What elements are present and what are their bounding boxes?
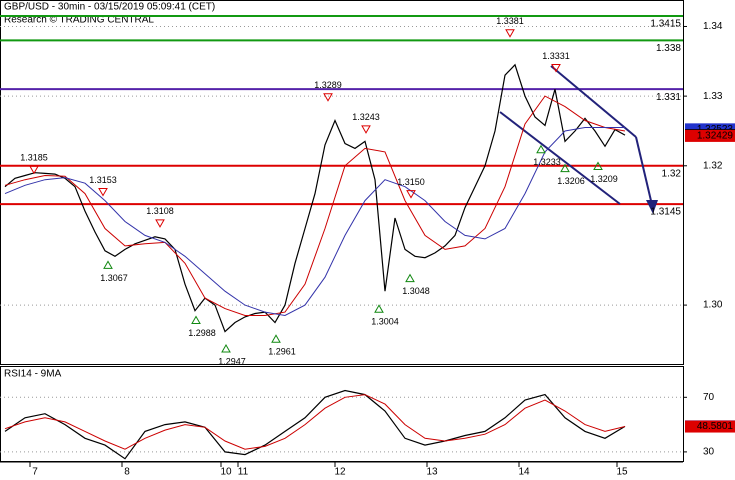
trend-lines xyxy=(499,65,658,214)
series-line xyxy=(4,127,625,317)
series-line xyxy=(4,63,626,333)
x-tick-label: 11 xyxy=(238,467,249,478)
annotation-marker xyxy=(271,334,281,343)
annotation-label: 1.3331 xyxy=(542,51,570,61)
x-tick-label: 8 xyxy=(124,467,130,478)
y-tick-label: 1.33 xyxy=(703,91,723,102)
annotation-label: 1.2961 xyxy=(268,347,296,357)
annotation-marker xyxy=(98,188,108,197)
annotation-marker xyxy=(405,273,415,283)
chart-subtitle: Research © TRADING CENTRAL xyxy=(4,15,154,26)
price-box-label: 48.5801 xyxy=(697,421,734,432)
annotation-marker xyxy=(155,219,165,228)
annotation-marker xyxy=(560,163,570,173)
y-tick-label: 1.32 xyxy=(703,160,723,171)
annotation-label: 1.3209 xyxy=(590,174,618,184)
annotation-label: 1.3108 xyxy=(146,206,174,216)
x-tick-label: 15 xyxy=(616,467,628,478)
annotation-label: 1.3004 xyxy=(371,317,399,327)
level-label: 1.32 xyxy=(662,168,682,179)
x-tick-label: 10 xyxy=(220,467,232,478)
price-box xyxy=(685,420,735,433)
annotation-label: 1.3233 xyxy=(533,157,561,167)
forecast-arrow xyxy=(635,136,653,206)
annotation-label: 1.3153 xyxy=(89,175,117,185)
x-tick-label: 12 xyxy=(334,467,346,478)
annotation-label: 1.3185 xyxy=(20,153,48,163)
arrow-head xyxy=(646,200,658,214)
channel-bottom xyxy=(499,111,621,205)
annotation-marker xyxy=(374,304,384,313)
series-line xyxy=(4,95,626,316)
channel-top xyxy=(550,65,637,138)
annotation-marker xyxy=(221,344,231,353)
annotation-marker xyxy=(29,165,39,175)
price-box xyxy=(685,129,735,142)
annotation-marker xyxy=(191,315,201,324)
y-tick-label: 1.34 xyxy=(703,21,723,32)
annotation-label: 1.3048 xyxy=(402,286,430,296)
y-tick-label: 70 xyxy=(703,392,715,403)
x-tick-label: 7 xyxy=(32,467,38,478)
annotation-label: 1.2988 xyxy=(188,328,216,338)
level-label: 1.338 xyxy=(656,43,681,54)
annotation-marker xyxy=(536,144,546,154)
annotation-label: 1.3289 xyxy=(314,80,342,90)
series-line xyxy=(4,389,626,460)
annotation-label: 1.3381 xyxy=(496,16,524,26)
price-box-label: 1.32429 xyxy=(697,131,734,142)
annotation-marker xyxy=(593,161,603,171)
price-frame xyxy=(0,0,684,365)
annotation-marker xyxy=(103,260,113,269)
level-label: 1.331 xyxy=(656,92,681,103)
x-tick-label: 14 xyxy=(518,467,530,478)
annotation-marker xyxy=(551,64,561,73)
annotation-label: 1.3150 xyxy=(397,177,425,187)
chart-title: GBP/USD - 30min - 03/15/2019 05:09:41 (C… xyxy=(4,2,215,13)
annotation-marker xyxy=(505,29,515,38)
annotation-label: 1.3067 xyxy=(100,273,128,283)
level-label: 1.3145 xyxy=(650,207,681,218)
annotation-marker xyxy=(406,190,416,199)
annotation-label: 1.3243 xyxy=(352,112,380,122)
y-tick-label: 1.30 xyxy=(703,300,723,311)
x-tick-label: 13 xyxy=(426,467,438,478)
annotation-label: 1.2947 xyxy=(218,356,246,366)
y-tick-label: 30 xyxy=(703,447,715,458)
annotation-marker xyxy=(323,93,333,102)
annotation-marker xyxy=(361,125,371,134)
series-line xyxy=(4,394,626,450)
level-label: 1.3415 xyxy=(650,19,681,30)
annotation-label: 1.3206 xyxy=(557,176,585,186)
rsi-title: RSI14 - 9MA xyxy=(4,369,62,380)
